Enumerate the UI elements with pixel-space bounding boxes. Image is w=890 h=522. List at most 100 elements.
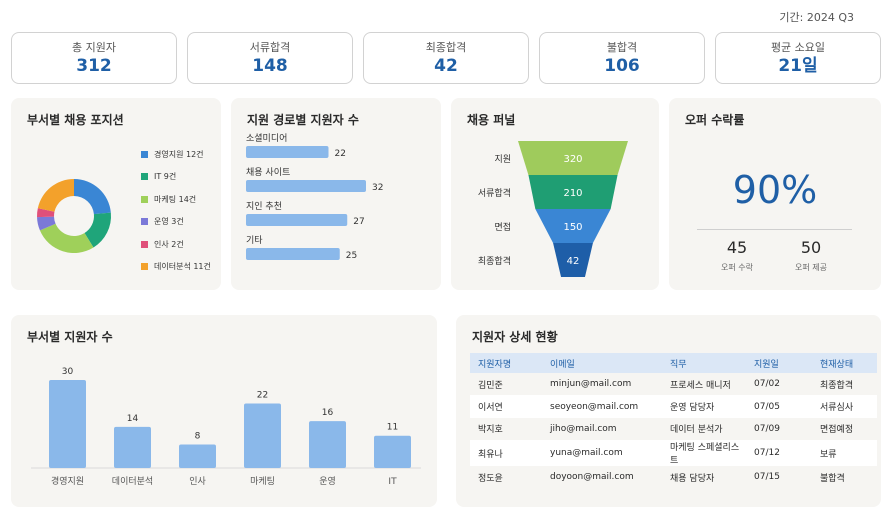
kpi-value: 312 <box>76 56 112 76</box>
legend-label: 데이터분석 11건 <box>154 262 211 272</box>
legend-item: 마케팅 14건 <box>141 188 211 211</box>
funnel-stage-label: 면접 <box>494 221 511 233</box>
funnel-stage-label: 최종합격 <box>478 255 511 267</box>
sources-title: 지원 경로별 지원자 수 <box>247 113 359 127</box>
col-header-name[interactable]: 지원자명 <box>470 353 542 373</box>
col-header-date[interactable]: 지원일 <box>746 353 812 373</box>
donut-slice[interactable] <box>74 179 111 215</box>
source-bar[interactable] <box>246 214 348 226</box>
funnel-segment[interactable] <box>528 175 618 209</box>
cell-status: 최종합격 <box>820 380 854 391</box>
cell-date: 07/05 <box>746 395 812 418</box>
cell-role: 데이터 분석가 <box>670 425 723 436</box>
legend-label: 인사 2건 <box>154 239 184 249</box>
kpi-value: 148 <box>252 56 288 76</box>
dept-bar[interactable] <box>179 444 216 468</box>
kpi-label: 불합격 <box>606 41 638 54</box>
bar-value-label: 14 <box>127 414 139 424</box>
source-bar[interactable] <box>246 180 366 192</box>
table-row[interactable]: 최유나 yuna@mail.com 마케팅 스페셜리스트 07/12 보류 <box>470 440 877 467</box>
applicants-table-card: 지원자 상세 현황 지원자명 이메일 직무 지원일 현재상태 김민준 minju… <box>456 315 881 507</box>
dept-bar[interactable] <box>244 403 281 468</box>
period-label: 기간: 2024 Q3 <box>779 11 854 24</box>
offer-accepted-value: 45 <box>726 238 748 257</box>
legend-swatch <box>141 150 148 158</box>
offer-accepted-stat: 45 오퍼 수락 <box>702 238 772 273</box>
x-tick-label: IT <box>388 477 397 487</box>
kpi-rejected: 불합격 106 <box>539 32 705 84</box>
legend-item: 경영지원 12건 <box>141 143 211 166</box>
bar-category-label: 기타 <box>246 235 263 246</box>
legend-item: 인사 2건 <box>141 233 211 256</box>
legend-label: 운영 3건 <box>154 217 184 227</box>
kpi-row: 총 지원자 312 서류합격 148 최종합격 42 불합격 106 평균 소요… <box>11 32 881 84</box>
kpi-value: 42 <box>434 56 458 76</box>
offer-offered-label: 오퍼 제공 <box>795 263 827 272</box>
funnel-stage-label: 지원 <box>494 154 511 165</box>
funnel-segment[interactable] <box>553 243 593 277</box>
funnel-segment[interactable] <box>518 141 628 175</box>
bar-category-label: 채용 사이트 <box>246 167 290 178</box>
cell-status: 서류심사 <box>812 395 877 418</box>
cell-status: 보류 <box>812 440 877 467</box>
cell-name: 최유나 <box>470 440 542 467</box>
funnel-chart: 320 지원 210 서류합격 150 면접 42 최종합격 <box>478 141 628 277</box>
bar-value-label: 25 <box>346 251 357 261</box>
offer-offered-value: 50 <box>800 238 822 257</box>
table-row[interactable]: 김민준 minjun@mail.com 프로세스 매니저 07/02 최종합격 <box>470 373 877 395</box>
kpi-label: 총 지원자 <box>72 41 116 54</box>
table-row[interactable]: 박지호 jiho@mail.com 데이터 분석가 07/09 면접예정 <box>470 418 877 440</box>
cell-date: 07/09 <box>754 423 780 434</box>
x-tick-label: 운영 <box>319 476 336 487</box>
dept-bar[interactable] <box>49 380 86 468</box>
legend-item: 운영 3건 <box>141 211 211 234</box>
dept-applicants-card: 부서별 지원자 수 30 경영지원 14 데이터분석 8 인사 22 마케팅 16 운영 11 IT <box>11 315 437 507</box>
legend-swatch <box>141 195 148 203</box>
kpi-label: 평균 소요일 <box>770 41 826 54</box>
cell-email: minjun@mail.com <box>550 379 632 390</box>
donut-slice[interactable] <box>37 208 55 218</box>
kpi-label: 최종합격 <box>425 41 467 54</box>
bar-value-label: 27 <box>353 217 364 227</box>
bar-value-label: 16 <box>322 408 334 418</box>
donut-slice[interactable] <box>37 179 74 212</box>
funnel-value-label: 42 <box>567 256 580 267</box>
cell-role: 운영 담당자 <box>662 395 746 418</box>
funnel-card: 채용 퍼널 320 지원 210 서류합격 150 면접 42 최종합격 <box>451 98 659 290</box>
cell-role: 마케팅 스페셜리스트 <box>662 440 746 467</box>
dept-bar[interactable] <box>374 435 411 468</box>
cell-email: doyoon@mail.com <box>550 472 634 483</box>
table-row[interactable]: 이서연 seoyeon@mail.com 운영 담당자 07/05 서류심사 <box>470 395 877 418</box>
legend-item: IT 9건 <box>141 166 211 189</box>
col-header-role[interactable]: 직무 <box>662 353 746 373</box>
cell-role: 프로세스 매니저 <box>670 380 731 391</box>
x-tick-label: 경영지원 <box>51 475 84 487</box>
table-row[interactable]: 정도윤 doyoon@mail.com 채용 담당자 07/15 불합격 <box>470 466 877 488</box>
dept-bar[interactable] <box>309 421 346 468</box>
funnel-value-label: 210 <box>563 188 582 199</box>
funnel-stage-label: 서류합격 <box>478 187 511 199</box>
donut-slice[interactable] <box>84 212 111 248</box>
cell-email: jiho@mail.com <box>550 423 617 434</box>
source-bar[interactable] <box>246 248 340 260</box>
kpi-value: 21일 <box>778 56 818 76</box>
bar-value-label: 11 <box>387 423 398 433</box>
legend-label: IT 9건 <box>154 172 177 182</box>
offer-title: 오퍼 수락률 <box>685 113 745 127</box>
dept-bar[interactable] <box>114 426 151 468</box>
dept-applicants-bar-chart: 30 경영지원 14 데이터분석 8 인사 22 마케팅 16 운영 11 IT <box>31 367 421 487</box>
dept-positions-donut <box>37 179 111 253</box>
source-bar[interactable] <box>246 146 329 158</box>
donut-slice[interactable] <box>37 216 56 231</box>
offer-accepted-label: 오퍼 수락 <box>721 263 753 272</box>
col-header-status[interactable]: 현재상태 <box>812 353 877 373</box>
dept-positions-title: 부서별 채용 포지션 <box>27 113 124 127</box>
funnel-value-label: 150 <box>563 222 582 233</box>
funnel-segment[interactable] <box>535 209 611 243</box>
donut-slice[interactable] <box>39 223 94 253</box>
legend-swatch <box>141 173 148 181</box>
col-header-email[interactable]: 이메일 <box>542 353 662 373</box>
table-header-row: 지원자명 이메일 직무 지원일 현재상태 <box>470 353 877 373</box>
kpi-average-days: 평균 소요일 21일 <box>715 32 881 84</box>
